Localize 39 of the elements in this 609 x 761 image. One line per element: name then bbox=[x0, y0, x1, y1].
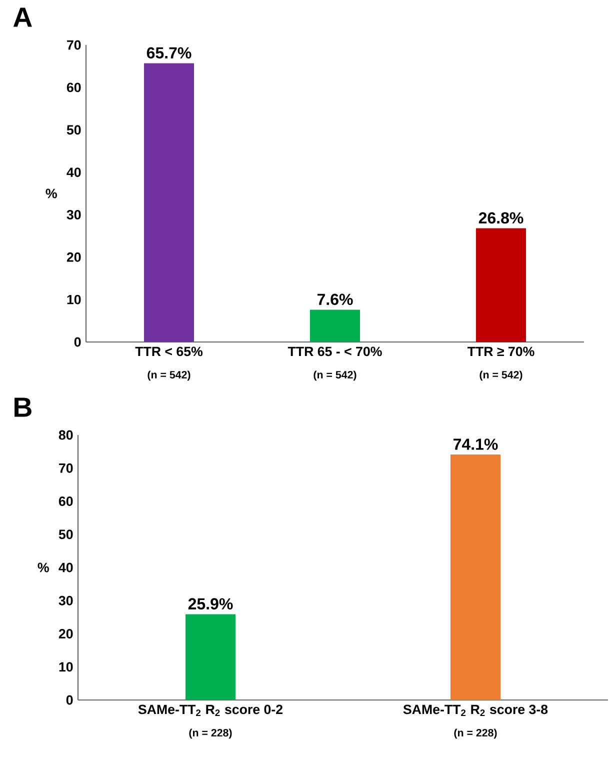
chart-title: A bbox=[14, 8, 32, 27]
y-tick-label: 10 bbox=[68, 294, 81, 304]
bar bbox=[310, 310, 360, 342]
y-tick-label: 20 bbox=[59, 629, 73, 638]
y-tick-label: 40 bbox=[66, 168, 81, 178]
y-tick-label: 80 bbox=[59, 430, 73, 440]
x-tick-label: SAMe-TT$_{2}$ R$_{2}$ score 0-2 bbox=[138, 704, 283, 716]
x-tick-label: TTR < 65% bbox=[135, 346, 203, 356]
x-tick-label: TTR ≥ 70% bbox=[468, 346, 535, 356]
y-tick-label: 0 bbox=[66, 695, 73, 705]
text: (n = 542) bbox=[314, 370, 356, 381]
data-label: 26.8% bbox=[479, 212, 524, 224]
y-tick-label: 60 bbox=[59, 496, 73, 506]
y-tick-label: 40 bbox=[58, 562, 73, 572]
x-tick-label: SAMe-TT$_{2}$ R$_{2}$ score 3-8 bbox=[404, 704, 548, 716]
y-tick-label: 70 bbox=[67, 40, 81, 50]
y-tick-label: 30 bbox=[59, 596, 73, 606]
bar bbox=[144, 63, 194, 342]
text: (n = 542) bbox=[480, 370, 522, 381]
data-label: 74.1% bbox=[454, 438, 498, 450]
y-tick-label: 70 bbox=[59, 463, 73, 473]
y-tick-label: 50 bbox=[67, 125, 81, 135]
y-tick-label: 30 bbox=[67, 210, 81, 220]
text: (n = 228) bbox=[454, 728, 497, 739]
y-tick-label: 10 bbox=[60, 662, 73, 672]
text: (n = 542) bbox=[148, 370, 190, 381]
y-tick-label: 0 bbox=[74, 337, 81, 347]
x-tick-label: TTR 65 - < 70% bbox=[288, 346, 382, 356]
data-label: 65.7% bbox=[147, 47, 192, 59]
text: (n = 228) bbox=[189, 728, 232, 739]
y-axis-title: % bbox=[38, 562, 50, 572]
data-label: 7.6% bbox=[318, 294, 354, 306]
bar bbox=[476, 228, 526, 342]
y-tick-label: 60 bbox=[67, 82, 81, 92]
chart-title: B bbox=[14, 398, 32, 417]
y-tick-label: 50 bbox=[59, 530, 73, 540]
y-tick-label: 20 bbox=[67, 252, 81, 262]
data-label: 25.9% bbox=[188, 598, 233, 610]
y-axis-title: % bbox=[46, 188, 58, 198]
